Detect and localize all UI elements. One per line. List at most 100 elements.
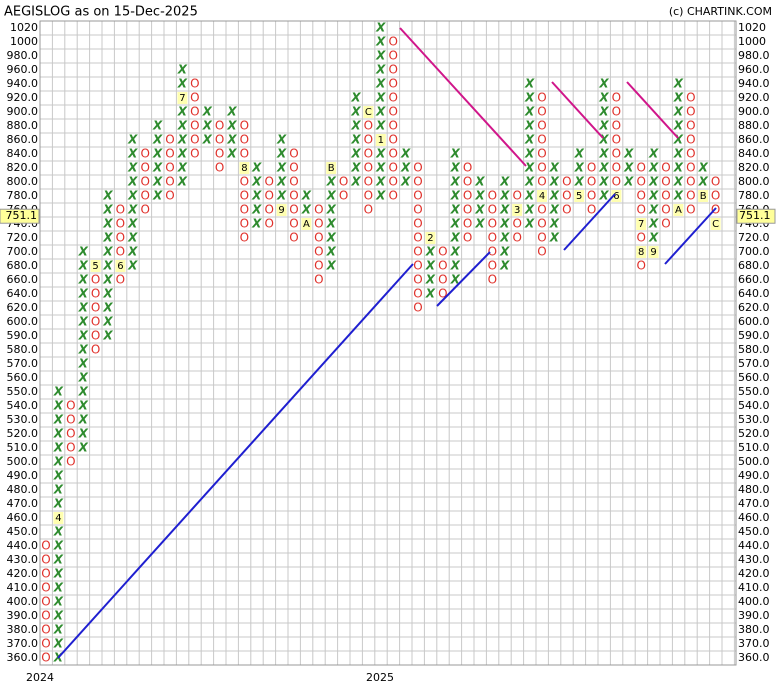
x-box: X <box>425 287 436 301</box>
x-box: X <box>425 273 436 287</box>
o-box: O <box>165 175 174 189</box>
o-box: O <box>240 175 249 189</box>
plot-border <box>39 20 737 666</box>
month-marker: 2 <box>427 233 433 244</box>
x-box: X <box>53 581 64 595</box>
x-box: X <box>127 147 138 161</box>
o-box: O <box>116 203 125 217</box>
month-marker-bg <box>698 190 709 202</box>
x-box: X <box>673 77 684 91</box>
month-marker-bg <box>648 246 659 258</box>
o-box: O <box>388 133 397 147</box>
x-box: X <box>53 609 64 623</box>
x-box: X <box>648 203 659 217</box>
y-tick-label-right: 420.0 <box>738 567 770 580</box>
o-box: O <box>41 623 50 637</box>
y-tick-label-right: 430.0 <box>738 553 770 566</box>
o-box: O <box>537 175 546 189</box>
o-box: O <box>314 259 323 273</box>
o-box: O <box>314 203 323 217</box>
x-box: X <box>598 161 609 175</box>
o-box: O <box>612 161 621 175</box>
o-box: O <box>612 105 621 119</box>
support-line <box>57 263 414 659</box>
o-box: O <box>587 189 596 203</box>
o-box: O <box>587 175 596 189</box>
o-box: O <box>215 119 224 133</box>
x-box: X <box>78 273 89 287</box>
y-tick-label: 470.0 <box>7 497 39 510</box>
x-box: X <box>152 119 163 133</box>
o-box: O <box>116 217 125 231</box>
o-box: O <box>612 147 621 161</box>
x-box: X <box>375 63 386 77</box>
o-box: O <box>636 203 645 217</box>
y-tick-label: 430.0 <box>7 553 39 566</box>
o-box: O <box>512 217 521 231</box>
x-box: X <box>326 231 337 245</box>
x-box: X <box>78 315 89 329</box>
o-box: O <box>364 147 373 161</box>
o-box: O <box>91 329 100 343</box>
x-box: X <box>574 161 585 175</box>
x-box: X <box>549 189 560 203</box>
source-label: (c) CHARTINK.COM <box>669 5 772 18</box>
y-tick-label: 550.0 <box>7 385 39 398</box>
x-box: X <box>78 441 89 455</box>
x-box: X <box>375 189 386 203</box>
x-box: X <box>102 203 113 217</box>
x-box: X <box>499 259 510 273</box>
o-box: O <box>562 189 571 203</box>
o-box: O <box>91 343 100 357</box>
x-box: X <box>598 119 609 133</box>
o-box: O <box>413 189 422 203</box>
resistance-line <box>399 27 527 167</box>
y-tick-label: 860.0 <box>7 133 39 146</box>
x-box: X <box>326 203 337 217</box>
x-box: X <box>301 203 312 217</box>
pf-column: OO <box>339 175 348 203</box>
o-box: O <box>413 175 422 189</box>
x-box: X <box>450 189 461 203</box>
x-box: X <box>598 133 609 147</box>
o-box: O <box>41 581 50 595</box>
o-box: O <box>636 189 645 203</box>
o-box: O <box>240 231 249 245</box>
pf-column: XXX 5 <box>574 147 585 202</box>
x-box: X <box>400 161 411 175</box>
o-box: O <box>661 203 670 217</box>
x-box: X <box>251 189 262 203</box>
x-box: X <box>102 189 113 203</box>
x-box: X <box>524 161 535 175</box>
x-box: X <box>152 189 163 203</box>
x-box: X <box>499 203 510 217</box>
y-tick-label: 660.0 <box>7 273 39 286</box>
y-tick-label: 360.0 <box>7 651 39 664</box>
y-tick-label: 680.0 <box>7 259 39 272</box>
o-box: O <box>364 119 373 133</box>
x-box: X <box>127 161 138 175</box>
x-box: X <box>152 133 163 147</box>
o-box: O <box>165 133 174 147</box>
grid <box>39 20 737 666</box>
y-tick-label: 410.0 <box>7 581 39 594</box>
y-tick-label-right: 600.0 <box>738 315 770 328</box>
o-box: O <box>636 231 645 245</box>
x-box: X <box>78 245 89 259</box>
y-tick-label: 700.0 <box>7 245 39 258</box>
y-tick-label-right: 900.0 <box>738 105 770 118</box>
x-box: X <box>450 203 461 217</box>
o-box: O <box>165 147 174 161</box>
y-tick-label: 600.0 <box>7 315 39 328</box>
x-box: X <box>450 231 461 245</box>
x-box: X <box>78 301 89 315</box>
